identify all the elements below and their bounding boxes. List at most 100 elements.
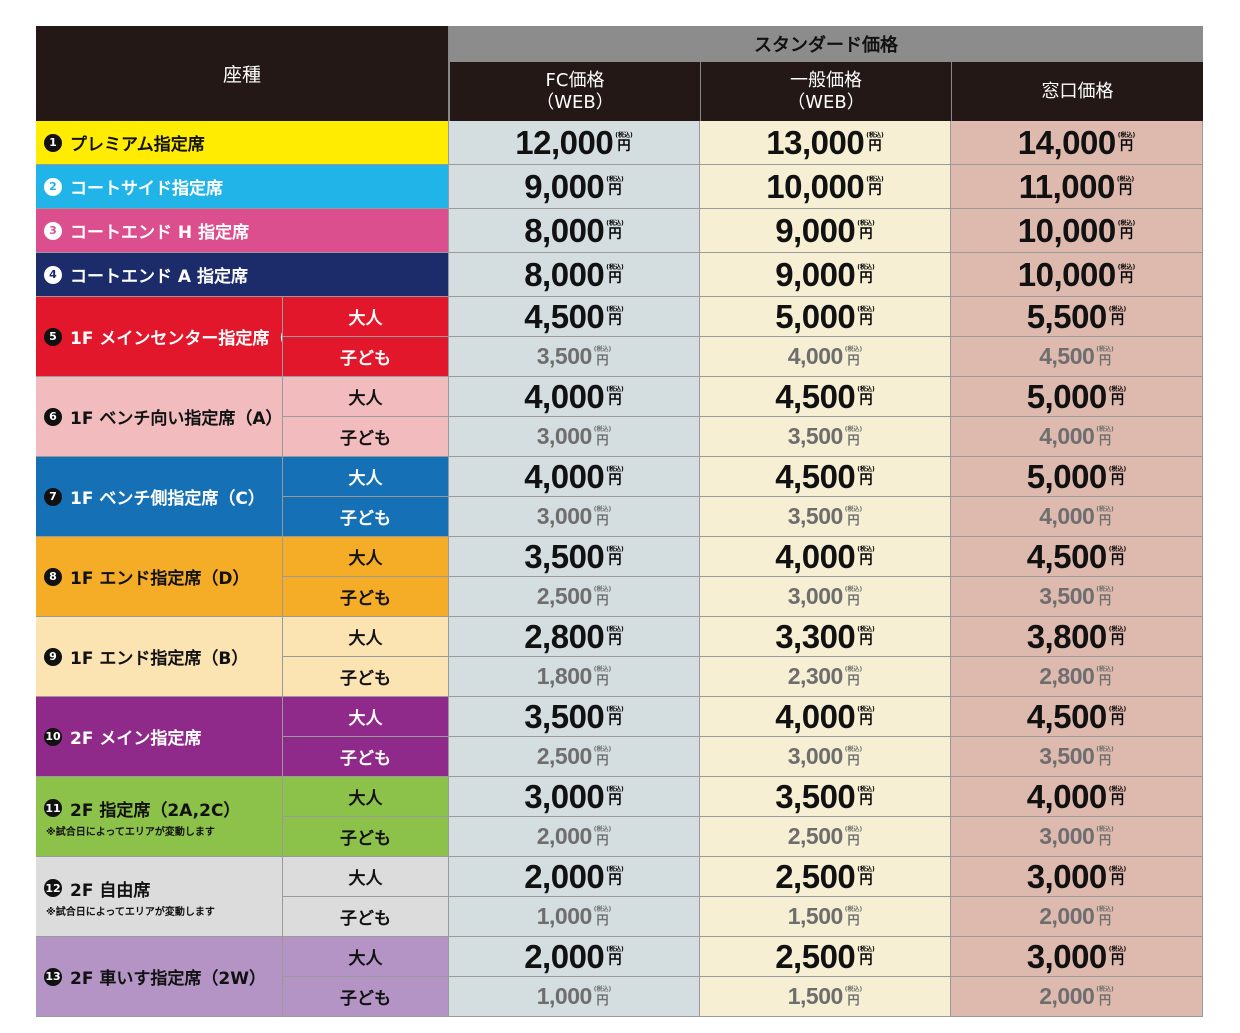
price-amount: 3,500 [775,777,856,815]
seat-name-group: 8 1F エンド指定席（D） [44,564,249,589]
seat-number-badge: 2 [44,177,62,196]
yen-tax-mark: (税込) 円 [594,827,612,847]
yen-tax-mark: (税込) 円 [857,946,875,967]
price-cell-window: 3,000 (税込) 円 [951,937,1203,977]
seat-name: コートエンド H 指定席 [70,223,250,243]
price-cell-general: 3,000 (税込) 円 [700,577,951,617]
yen-tax-mark: (税込) 円 [594,987,612,1007]
yen-tax-mark: (税込) 円 [594,507,612,527]
seat-name-cell: 1 プレミアム指定席 [36,121,449,165]
tax-included-label: (税込) [606,625,624,633]
seat-number-badge: 6 [44,407,62,426]
yen-tax-mark: (税込) 円 [594,667,612,687]
tax-included-label: (税込) [593,746,612,753]
yen-symbol: 円 [596,433,609,447]
price-amount: 3,500 [787,503,844,529]
price-amount: 3,000 [1026,937,1108,975]
yen-symbol: 円 [847,913,860,927]
yen-symbol: 円 [847,673,860,687]
yen-tax-mark: (税込) 円 [606,706,624,727]
yen-symbol: 円 [847,753,860,767]
yen-tax-mark: (税込) 円 [1109,706,1127,727]
price-amount: 4,000 [1026,777,1108,815]
header-seat-type: 座種 [36,26,449,121]
yen-tax-mark: (税込) 円 [1096,827,1114,847]
yen-tax-mark: (税込) 円 [845,347,863,367]
price-cell-fc: 1,000 (税込) 円 [449,897,700,937]
tax-included-label: (税込) [593,906,612,913]
tax-included-label: (税込) [615,131,633,139]
seat-name-group: 4 コートエンド A 指定席 [44,262,248,287]
yen-symbol: 円 [596,993,609,1007]
price-amount: 5,000 [775,297,856,335]
seat-number-badge: 1 [44,133,62,152]
price-cell-fc: 8,000 (税込) 円 [449,253,700,297]
tax-included-label: (税込) [857,219,875,227]
price-cell-window: 4,000 (税込) 円 [951,417,1203,457]
tax-included-label: (税込) [1117,219,1136,227]
seat-name-group: 11 2F 指定席（2A,2C） ※試合日によってエリアが変動します [44,796,240,838]
yen-symbol: 円 [847,833,860,847]
price-amount: 5,000 [1026,457,1108,495]
price-cell-window: 3,000 (税込) 円 [951,817,1203,857]
tax-included-label: (税込) [1108,785,1127,793]
price-amount: 2,500 [536,743,593,769]
price-cell-fc: 2,500 (税込) 円 [449,737,700,777]
ticket-tier-label: 子ども [283,497,449,537]
price-amount: 4,500 [1026,697,1108,735]
tax-included-label: (税込) [606,219,624,227]
yen-symbol: 円 [596,673,609,687]
price-amount: 10,000 [1017,255,1116,293]
yen-symbol: 円 [859,872,873,888]
yen-symbol: 円 [608,182,622,198]
yen-tax-mark: (税込) 円 [1109,306,1127,327]
tax-included-label: (税込) [1096,346,1114,353]
seat-name-line: 12 2F 自由席 [44,876,215,901]
seat-name-cell: 10 2F メイン指定席 [36,697,283,777]
seat-note: ※試合日によってエリアが変動します [46,906,215,918]
price-amount: 3,000 [787,743,844,769]
seat-number-badge: 10 [44,727,62,746]
seat-name-line: 8 1F エンド指定席（D） [44,564,249,589]
yen-tax-mark: (税込) 円 [845,827,863,847]
tax-included-label: (税込) [606,945,624,953]
price-cell-window: 4,500 (税込) 円 [951,697,1203,737]
price-cell-fc: 1,000 (税込) 円 [449,977,700,1017]
seat-name-line: 1 プレミアム指定席 [44,130,205,155]
seat-name: コートサイド指定席 [70,179,223,199]
price-cell-window: 3,500 (税込) 円 [951,737,1203,777]
seat-name-cell: 12 2F 自由席 ※試合日によってエリアが変動します [36,857,283,937]
yen-tax-mark: (税込) 円 [1109,386,1127,407]
yen-symbol: 円 [608,872,622,888]
yen-tax-mark: (税込) 円 [1109,946,1127,968]
yen-symbol: 円 [859,472,873,488]
yen-tax-mark: (税込) 円 [606,466,624,487]
price-cell-general: 9,000 (税込) 円 [700,209,951,253]
price-cell-general: 2,500 (税込) 円 [700,817,951,857]
yen-tax-mark: (税込) 円 [615,131,633,153]
yen-tax-mark: (税込) 円 [606,786,624,807]
price-cell-fc: 8,000 (税込) 円 [449,209,700,253]
yen-tax-mark: (税込) 円 [1096,747,1114,767]
yen-tax-mark: (税込) 円 [1109,466,1127,487]
yen-symbol: 円 [596,353,609,367]
price-cell-general: 2,500 (税込) 円 [700,937,951,977]
tax-included-label: (税込) [606,385,624,393]
seat-name-cell: 4 コートエンド A 指定席 [36,253,449,297]
price-amount: 2,300 [787,663,844,689]
seat-name: プレミアム指定席 [70,135,205,155]
seat-number-badge: 5 [44,327,62,346]
yen-symbol: 円 [1111,952,1125,968]
seat-name-line: 2 コートサイド指定席 [44,174,223,199]
yen-tax-mark: (税込) 円 [1109,626,1127,647]
yen-symbol: 円 [1111,552,1125,568]
tax-included-label: (税込) [593,346,612,353]
seat-name-cell: 11 2F 指定席（2A,2C） ※試合日によってエリアが変動します [36,777,283,857]
price-cell-fc: 3,500 (税込) 円 [449,337,700,377]
price-cell-fc: 3,500 (税込) 円 [449,697,700,737]
seat-name: 1F ベンチ側指定席（C） [70,489,265,509]
yen-symbol: 円 [847,993,860,1007]
price-amount: 4,500 [775,457,856,495]
tax-included-label: (税込) [1117,263,1136,271]
ticket-tier-label: 子ども [283,897,449,937]
